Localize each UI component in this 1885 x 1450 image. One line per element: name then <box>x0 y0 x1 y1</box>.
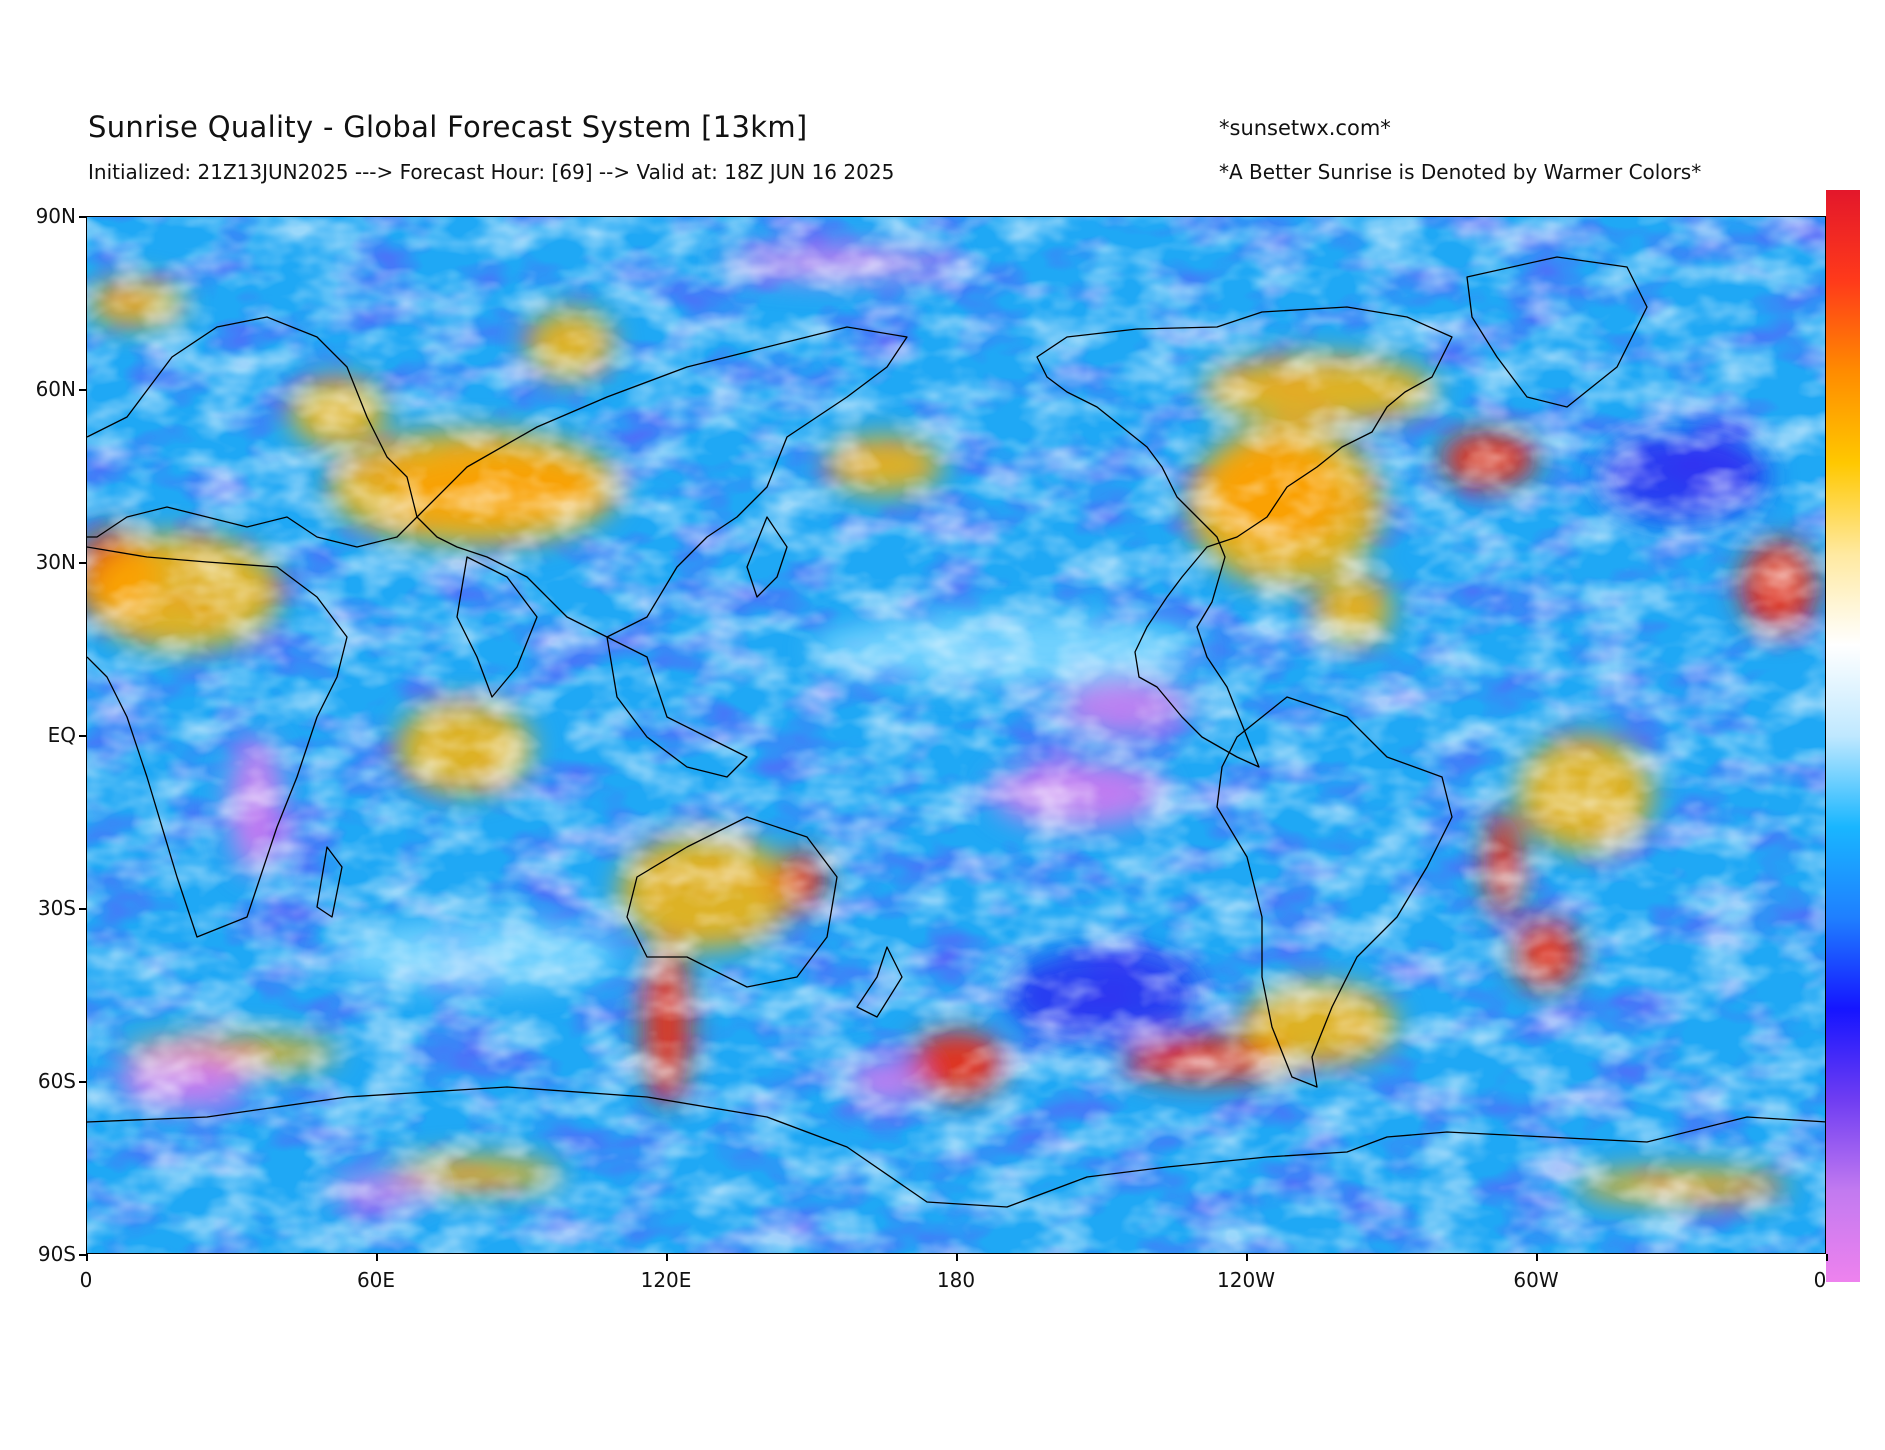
longitude-tick-label: 180 <box>936 1268 976 1292</box>
colorbar-gradient <box>1826 190 1860 1282</box>
latitude-tick-label: 60S <box>37 1069 76 1093</box>
latitude-tick-mark <box>79 908 86 910</box>
latitude-tick-mark <box>79 562 86 564</box>
longitude-tick-label: 0 <box>1813 1268 1827 1292</box>
coastline-africa <box>87 546 348 938</box>
longitude-tick-mark <box>1826 1254 1828 1261</box>
coastline-greenland <box>1466 256 1648 408</box>
coastline-new-zealand <box>856 946 903 1018</box>
coastline-southeast-asia <box>606 636 748 778</box>
latitude-tick-label: 30S <box>37 896 76 920</box>
longitude-tick-label: 60E <box>356 1268 396 1292</box>
latitude-tick-mark <box>79 389 86 391</box>
coastline-antarctica <box>87 1086 1825 1208</box>
coastline-asia <box>416 326 908 638</box>
longitude-tick-mark <box>1536 1254 1538 1261</box>
longitude-tick-label: 60W <box>1513 1268 1559 1292</box>
latitude-tick-label: 60N <box>35 377 76 401</box>
latitude-tick-label: EQ <box>47 723 76 747</box>
longitude-tick-mark <box>86 1254 88 1261</box>
longitude-tick-label: 120E <box>640 1268 692 1292</box>
latitude-tick-label: 90S <box>37 1242 76 1266</box>
map-title: Sunrise Quality - Global Forecast System… <box>88 110 808 144</box>
coastline-india <box>456 556 538 698</box>
coastline-south-america <box>1216 696 1453 1088</box>
forecast-map[interactable] <box>86 216 1826 1254</box>
latitude-tick-mark <box>79 1254 86 1256</box>
coastline-japan <box>746 516 788 598</box>
latitude-tick-mark <box>79 735 86 737</box>
latitude-tick-label: 30N <box>35 550 76 574</box>
latitude-tick-label: 90N <box>35 204 76 228</box>
latitude-tick-mark <box>79 1081 86 1083</box>
longitude-tick-label: 120W <box>1217 1268 1275 1292</box>
coastline-north-america <box>1036 306 1453 768</box>
coastline-madagascar <box>316 846 343 918</box>
longitude-tick-mark <box>376 1254 378 1261</box>
colorbar <box>1826 190 1860 1282</box>
forecast-map-canvas <box>87 217 1825 1253</box>
latitude-tick-mark <box>79 216 86 218</box>
longitude-tick-mark <box>956 1254 958 1261</box>
longitude-tick-label: 0 <box>79 1268 93 1292</box>
map-subtitle: Initialized: 21Z13JUN2025 ---> Forecast … <box>88 160 895 184</box>
site-credit: *sunsetwx.com* <box>1219 116 1391 140</box>
longitude-tick-mark <box>666 1254 668 1261</box>
coastline-australia <box>626 816 838 988</box>
white-streaks <box>87 217 1825 1253</box>
longitude-tick-mark <box>1246 1254 1248 1261</box>
colorbar-note: *A Better Sunrise is Denoted by Warmer C… <box>1219 160 1702 184</box>
